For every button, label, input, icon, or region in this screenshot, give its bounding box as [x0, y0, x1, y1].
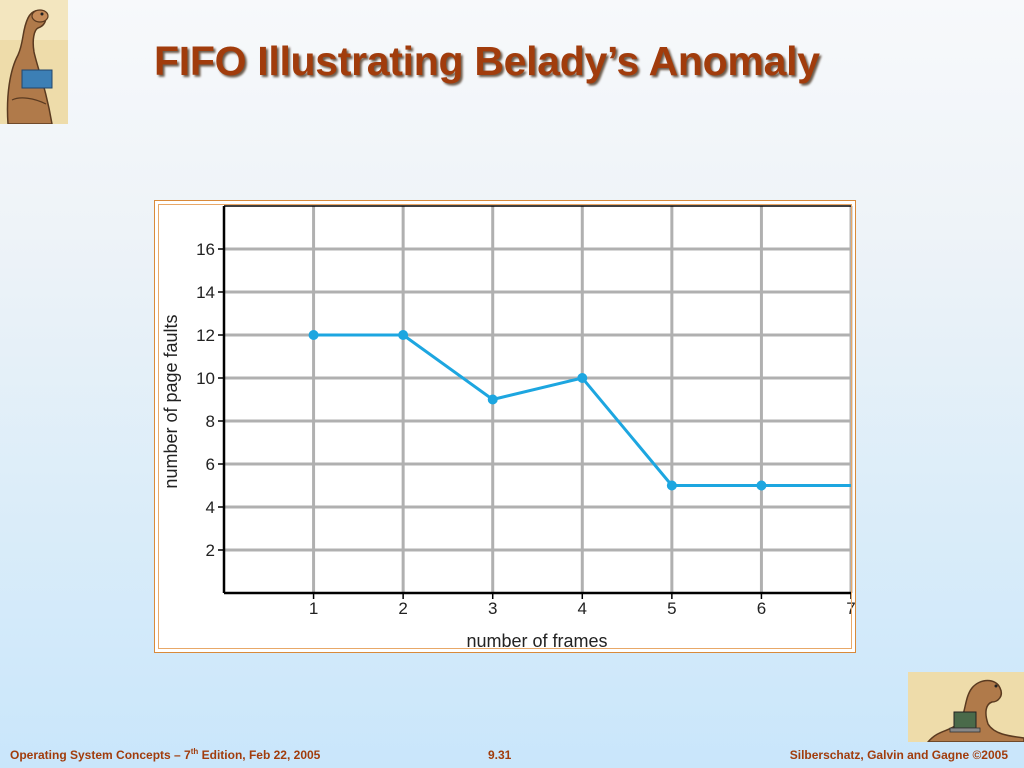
x-tick-label: 2: [398, 599, 407, 618]
slide-title: FIFO Illustrating Belady’s Anomaly: [154, 38, 820, 84]
data-point: [756, 480, 767, 491]
y-tick-label: 14: [196, 283, 215, 302]
x-tick-label: 5: [667, 599, 676, 618]
data-point: [398, 330, 409, 340]
footer-page-number: 9.31: [488, 748, 512, 762]
y-tick-label: 8: [206, 412, 215, 431]
data-point: [308, 330, 319, 340]
x-tick-label: 3: [488, 599, 497, 618]
y-axis-label: number of page faults: [161, 314, 181, 488]
x-tick-label: 1: [309, 599, 318, 618]
x-axis-label: number of frames: [466, 631, 607, 651]
x-tick-label: 7: [846, 599, 855, 618]
dinosaur-laptop-logo: [908, 672, 1024, 742]
data-point: [666, 480, 677, 491]
y-tick-label: 16: [196, 240, 215, 259]
x-tick-label: 6: [757, 599, 766, 618]
x-tick-label: 4: [578, 599, 587, 618]
chart-frame: 2 4 6 8 10 12 14 16 1 2 3 4 5 6 7 number of frames numbe…: [154, 200, 856, 653]
y-tick-label: 2: [206, 541, 215, 560]
y-tick-label: 4: [206, 498, 215, 517]
y-tick-label: 12: [196, 326, 215, 345]
footer-copyright: Silberschatz, Galvin and Gagne ©2005: [789, 748, 1008, 762]
y-tick-label: 6: [206, 455, 215, 474]
data-point: [577, 373, 588, 383]
y-tick-label: 10: [196, 369, 215, 388]
dinosaur-logo: [0, 0, 68, 124]
data-point: [487, 394, 498, 405]
footer-course: Operating System Concepts – 7th Edition,…: [10, 747, 321, 762]
